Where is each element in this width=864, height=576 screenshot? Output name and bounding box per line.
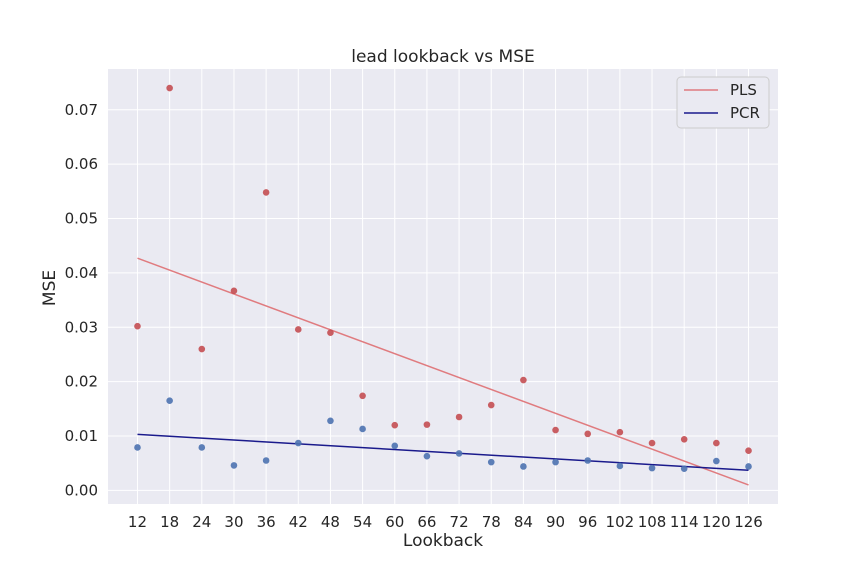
x-tick-label: 96: [578, 513, 597, 531]
x-tick-label: 66: [417, 513, 436, 531]
y-tick-label: 0.01: [65, 427, 98, 445]
point-pls: [584, 430, 592, 438]
x-tick-label: 84: [514, 513, 533, 531]
y-tick-label: 0.06: [65, 155, 98, 173]
x-tick-label: 42: [289, 513, 308, 531]
point-pcr: [713, 457, 720, 465]
trend-line-pcr: [137, 433, 749, 472]
point-pcr: [455, 450, 463, 457]
x-tick-labels: 12 18 24 30 36 42 48 54 60 66 72 78 84 90 96 102 108 114 1…: [128, 513, 763, 531]
data-points: [134, 84, 752, 472]
x-tick-label: 30: [224, 513, 243, 531]
point-pls: [648, 439, 656, 447]
y-tick-labels: 0.00 0.01 0.02 0.03 0.04 0.05 0.06 0.07: [65, 101, 98, 500]
point-pcr: [294, 439, 302, 447]
point-pcr: [552, 458, 559, 466]
x-tick-label: 126: [734, 513, 763, 531]
x-tick-label: 48: [321, 513, 340, 531]
trend-lines: [137, 257, 749, 486]
point-pls: [713, 439, 720, 447]
point-pcr: [230, 462, 238, 469]
point-pls: [455, 413, 463, 421]
point-pls: [294, 326, 302, 333]
point-pcr: [584, 457, 592, 464]
point-pcr: [166, 397, 173, 404]
grid-x: [136, 69, 750, 504]
x-tick-label: 78: [482, 513, 501, 531]
legend-label-pls: PLS: [730, 81, 757, 99]
point-pcr: [262, 457, 270, 464]
point-pcr: [391, 442, 399, 450]
point-pls: [359, 392, 366, 400]
y-tick-label: 0.04: [65, 264, 98, 282]
point-pcr: [680, 465, 688, 472]
point-pls: [552, 426, 559, 434]
point-pcr: [616, 462, 624, 470]
point-pcr: [745, 463, 752, 470]
point-pls: [680, 435, 688, 443]
x-tick-label: 102: [606, 513, 635, 531]
x-tick-label: 120: [702, 513, 731, 531]
grid-y: [108, 109, 778, 491]
x-tick-label: 24: [192, 513, 211, 531]
x-tick-label: 18: [160, 513, 179, 531]
trend-line-pls: [137, 257, 749, 486]
point-pls: [423, 421, 431, 428]
point-pls: [616, 428, 624, 436]
x-tick-label: 72: [450, 513, 469, 531]
point-pcr: [520, 463, 527, 470]
x-tick-label: 36: [257, 513, 276, 531]
x-tick-label: 12: [128, 513, 147, 531]
x-tick-label: 60: [385, 513, 404, 531]
point-pls: [230, 287, 238, 295]
point-pcr: [648, 464, 656, 472]
y-axis-title: MSE: [40, 270, 60, 306]
y-tick-label: 0.07: [65, 101, 98, 119]
point-pls: [198, 345, 206, 353]
point-pcr: [359, 425, 366, 433]
y-tick-label: 0.00: [65, 481, 98, 499]
point-pls: [520, 376, 527, 384]
legend: PLS PCR: [676, 76, 770, 129]
point-pls: [166, 84, 173, 92]
x-axis-title: Lookback: [403, 531, 483, 551]
point-pcr: [134, 444, 141, 451]
x-tick-label: 114: [670, 513, 699, 531]
point-pls: [391, 421, 399, 429]
point-pls: [327, 329, 334, 337]
point-pls: [487, 401, 495, 409]
point-pcr: [487, 458, 495, 466]
x-tick-label: 54: [353, 513, 372, 531]
point-pls: [745, 447, 752, 455]
plot-background: [108, 69, 778, 504]
point-pls: [134, 322, 141, 330]
x-tick-label: 90: [546, 513, 565, 531]
y-tick-label: 0.03: [65, 318, 98, 336]
y-tick-label: 0.05: [65, 210, 98, 228]
x-tick-label: 108: [638, 513, 667, 531]
legend-label-pcr: PCR: [730, 104, 760, 122]
point-pls: [262, 189, 270, 196]
point-pcr: [423, 452, 431, 460]
chart-title: lead lookback vs MSE: [351, 47, 535, 67]
y-tick-label: 0.02: [65, 373, 98, 391]
point-pcr: [198, 444, 206, 451]
point-pcr: [327, 417, 334, 425]
